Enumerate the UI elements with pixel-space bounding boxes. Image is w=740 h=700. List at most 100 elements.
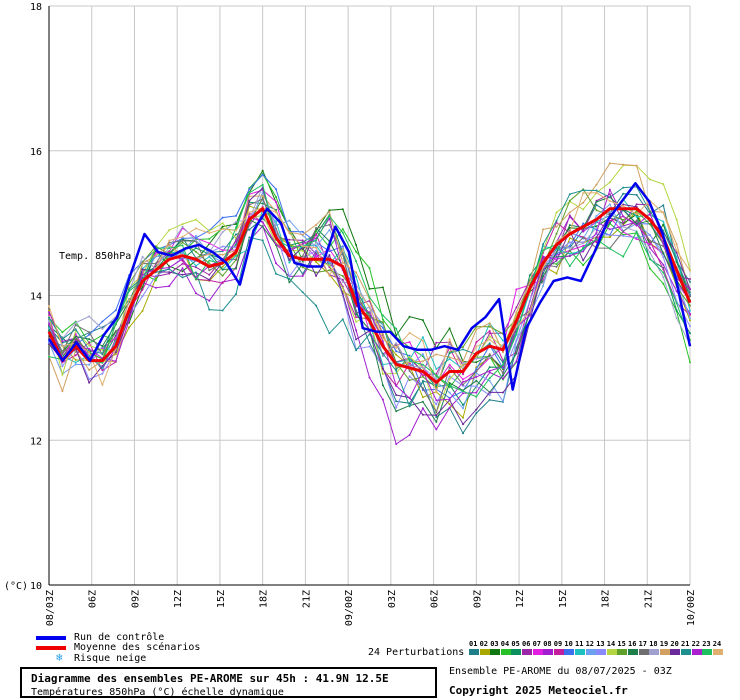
perturbation-point	[154, 279, 157, 282]
perturbation-point	[61, 331, 64, 334]
perturbation-point	[381, 352, 384, 355]
perturbation-point	[395, 400, 398, 403]
perturbation-point	[48, 305, 50, 308]
perturbation-point	[608, 210, 611, 213]
perturbation-line-23	[48, 183, 691, 398]
perturbation-point	[275, 200, 277, 203]
perturbation-point	[689, 287, 691, 290]
perturbation-point	[675, 218, 678, 221]
perturbation-number: 13	[596, 640, 605, 648]
perturbation-swatch	[532, 649, 543, 655]
perturbation-point	[328, 269, 331, 272]
perturbation-point	[114, 331, 117, 334]
perturbation-point	[101, 348, 104, 351]
perturbation-point	[568, 199, 571, 202]
perturbation-point	[408, 434, 411, 436]
perturbation-point	[194, 227, 197, 230]
perturbation-point	[88, 338, 91, 341]
perturbation-point	[421, 339, 424, 342]
perturbation-point	[328, 254, 331, 256]
perturbation-point	[435, 420, 438, 423]
perturbation-swatch	[543, 649, 554, 655]
perturbation-point	[88, 344, 91, 347]
perturbation-point	[341, 253, 344, 256]
perturbation-point	[662, 282, 665, 285]
perturbation-point	[48, 311, 50, 314]
perturbation-number: 06	[522, 640, 531, 648]
perturbation-point	[689, 269, 691, 272]
perturbation-point	[462, 378, 464, 381]
perturbation-number: 23	[702, 640, 711, 648]
perturbation-swatch	[691, 649, 702, 655]
perturbation-point	[448, 358, 451, 360]
perturbation-swatch	[659, 649, 670, 655]
perturbation-point	[88, 363, 91, 366]
perturbation-point	[488, 398, 491, 401]
perturbation-point	[555, 225, 558, 228]
perturbation-point	[408, 379, 411, 382]
perturbation-point	[608, 193, 611, 196]
perturbation-point	[475, 408, 478, 411]
perturbation-point	[301, 249, 304, 252]
perturbation-point	[502, 371, 504, 374]
perturbation-point	[368, 311, 371, 314]
perturbation-point	[435, 368, 438, 370]
perturbation-point	[568, 224, 571, 227]
perturbation-point	[608, 219, 611, 222]
diagram-title: Diagramme des ensembles PE-AROME sur 45h…	[31, 672, 389, 685]
perturbation-point	[488, 338, 491, 341]
perturbation-point	[608, 228, 611, 231]
legend-mean-label: Moyenne des scénarios	[74, 642, 201, 653]
perturbation-point	[689, 309, 691, 312]
legend-snow-label: Risque neige	[74, 653, 147, 664]
perturbation-point	[168, 272, 171, 275]
perturbation-point	[355, 329, 358, 332]
perturbation-point	[608, 200, 611, 202]
ensemble-run-info: Ensemble PE-AROME du 08/07/2025 - 03Z	[449, 666, 672, 677]
perturbation-point	[208, 278, 211, 281]
perturbation-number: 01	[469, 640, 478, 648]
perturbation-point	[355, 305, 358, 308]
perturbation-point	[502, 400, 504, 403]
perturbation-point	[261, 225, 264, 228]
perturbation-swatch	[617, 649, 628, 655]
perturbation-point	[328, 332, 331, 335]
perturbation-point	[194, 292, 197, 295]
perturbation-point	[101, 326, 104, 329]
info-box: Diagramme des ensembles PE-AROME sur 45h…	[20, 667, 437, 698]
x-tick-label: 09/00Z	[344, 590, 355, 626]
perturbation-point	[582, 259, 585, 262]
perturbation-point	[662, 271, 665, 274]
perturbation-point	[542, 228, 545, 231]
perturbation-point	[568, 193, 571, 196]
perturbation-point	[475, 395, 478, 398]
perturbation-point	[114, 360, 117, 363]
perturbation-point	[328, 210, 331, 213]
perturbation-point	[608, 188, 611, 191]
perturbation-point	[488, 377, 491, 380]
perturbation-point	[421, 374, 424, 377]
perturbation-number: 11	[575, 640, 584, 648]
perturbation-number: 16	[628, 640, 637, 648]
perturbation-point	[301, 255, 304, 258]
perturbation-point	[675, 302, 678, 305]
perturbation-point	[421, 396, 424, 399]
perturbation-point	[582, 246, 585, 249]
perturbation-point	[128, 319, 131, 322]
perturbation-point	[502, 367, 504, 370]
perturbation-point	[421, 379, 424, 382]
perturbation-point	[568, 249, 571, 252]
perturbation-point	[275, 224, 277, 227]
perturbation-point	[328, 250, 331, 253]
perturbation-point	[582, 242, 585, 245]
perturbation-point	[488, 330, 491, 332]
perturbation-point	[88, 378, 91, 381]
perturbation-point	[555, 251, 558, 254]
perturbation-point	[301, 233, 304, 236]
perturbation-point	[555, 219, 558, 222]
perturbation-point	[288, 232, 291, 235]
perturbation-point	[435, 416, 438, 419]
perturbation-point	[395, 369, 398, 372]
perturbation-point	[488, 369, 491, 372]
perturbation-point	[208, 232, 211, 235]
